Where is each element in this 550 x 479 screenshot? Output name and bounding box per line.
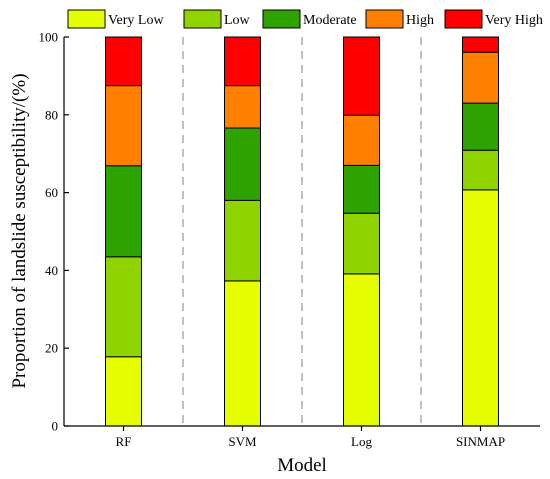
y-tick-label: 0 [52, 419, 59, 434]
y-tick-label: 40 [45, 263, 58, 278]
x-tick-label: RF [116, 434, 132, 449]
legend-label: High [406, 13, 434, 28]
axes [63, 37, 540, 427]
legend-label: Moderate [303, 13, 357, 28]
y-tick-label: 60 [45, 185, 58, 200]
legend-swatch [444, 9, 483, 29]
y-tick-label: 80 [45, 107, 58, 122]
x-tick-label: Log [351, 434, 372, 449]
y-axis-label: Proportion of landslide susceptibility/(… [9, 73, 30, 388]
bar-segment-svm-very-high [224, 36, 261, 87]
y-tick-label: 100 [39, 30, 59, 45]
bar-segment-sinmap-moderate [462, 102, 499, 151]
legend-swatch [365, 9, 404, 29]
bar-segment-sinmap-high [462, 51, 499, 104]
bar-segment-svm-moderate [224, 127, 261, 201]
legend-swatch [183, 9, 222, 29]
legend: Very Low Low Moderate High Very High [67, 9, 543, 29]
bar-segment-log-moderate [343, 164, 380, 214]
bar-segment-sinmap-low [462, 149, 499, 191]
bar-segment-rf-very-high [105, 36, 142, 87]
legend-swatch [262, 9, 301, 29]
x-tick-label: SINMAP [456, 434, 505, 449]
legend-label: Very High [485, 13, 543, 28]
legend-label: Very Low [108, 13, 164, 28]
bar-segment-log-very-high [343, 36, 380, 116]
legend-swatch [67, 9, 106, 29]
legend-label: Low [224, 13, 251, 28]
x-tick-label: SVM [228, 434, 257, 449]
x-axis-label: Model [277, 455, 327, 476]
category-separators [182, 37, 422, 426]
bar-segment-rf-moderate [105, 165, 142, 258]
bar-segment-rf-very-low [105, 356, 142, 427]
bar-segment-log-low [343, 212, 380, 275]
bar-segment-sinmap-very-high [462, 36, 499, 53]
bar-segment-log-very-low [343, 273, 380, 427]
bar-segment-svm-very-low [224, 280, 261, 427]
bar-segment-rf-low [105, 256, 142, 358]
bar-segment-svm-low [224, 199, 261, 282]
y-tick-label: 20 [45, 341, 58, 356]
bar-segment-rf-high [105, 85, 142, 167]
bar-segment-svm-high [224, 85, 261, 129]
x-ticks: RF SVM Log SINMAP [116, 426, 505, 449]
bar-segment-sinmap-very-low [462, 189, 499, 427]
bar-segment-log-high [343, 114, 380, 166]
bars [105, 36, 499, 427]
y-ticks: 0 20 40 60 80 100 [39, 30, 69, 434]
